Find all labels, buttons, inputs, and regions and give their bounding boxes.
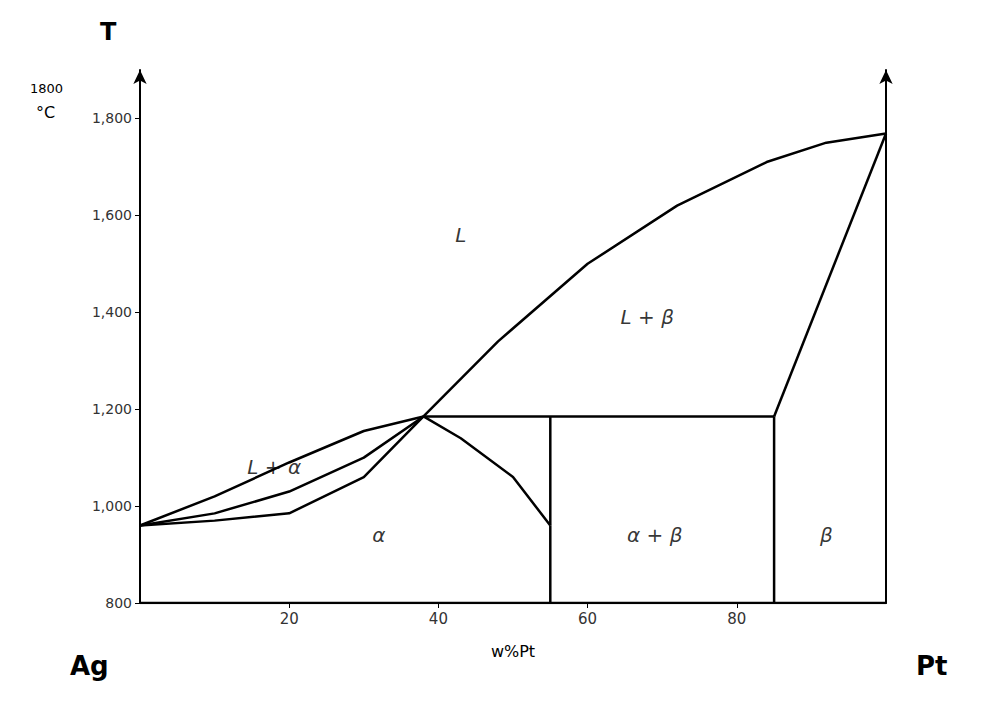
svg-text:800: 800 [105,595,132,611]
svg-text:60: 60 [578,610,597,628]
svg-text:w%Pt: w%Pt [491,642,535,661]
svg-text:T: T [100,18,117,46]
svg-text:L + α: L + α [247,455,301,479]
svg-text:Pt: Pt [916,651,947,681]
svg-text:40: 40 [429,610,448,628]
svg-text:L + β: L + β [621,305,675,329]
svg-text:L: L [455,223,466,247]
svg-text:80: 80 [727,610,746,628]
svg-text:1,800: 1,800 [92,110,132,126]
svg-text:1,400: 1,400 [92,304,132,320]
svg-text:1800: 1800 [30,81,63,96]
svg-text:Ag: Ag [70,651,109,681]
svg-text:α: α [372,523,385,547]
svg-text:1,600: 1,600 [92,207,132,223]
svg-text:1,200: 1,200 [92,401,132,417]
svg-text:α + β: α + β [627,523,683,547]
svg-text:1,000: 1,000 [92,498,132,514]
svg-text:20: 20 [280,610,299,628]
svg-text:β: β [819,523,833,547]
svg-text:°C: °C [36,103,55,122]
